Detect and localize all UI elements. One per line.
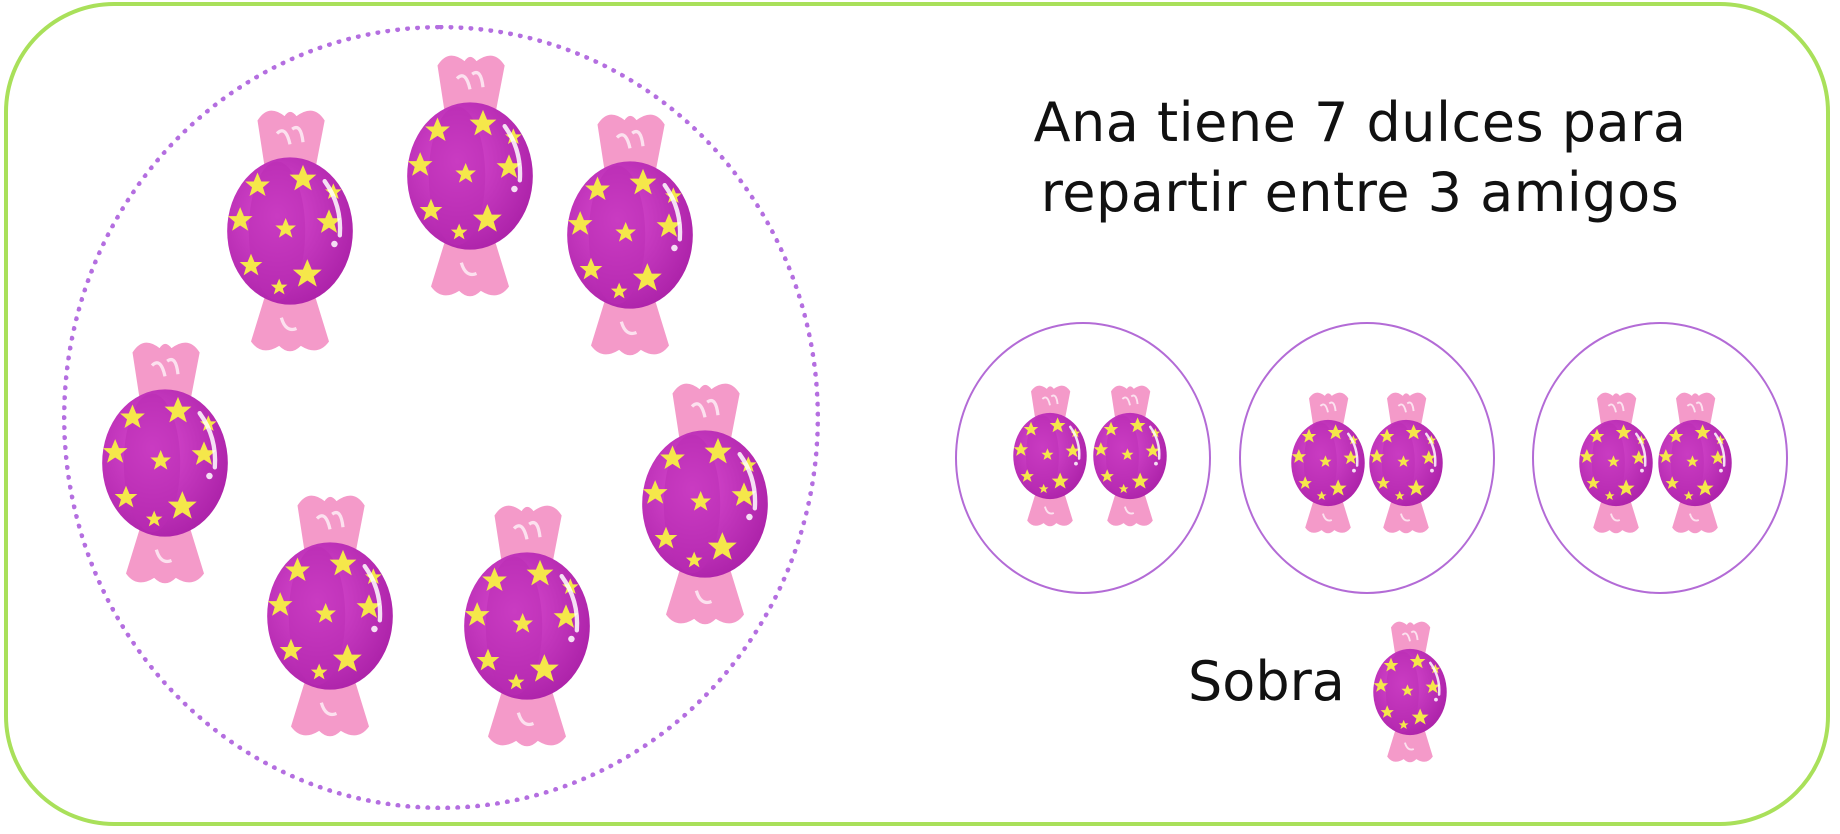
problem-line-2: repartir entre 3 amigos: [1040, 161, 1680, 224]
candy-icon: [100, 332, 230, 594]
problem-text: Ana tiene 7 dulces para repartir entre 3…: [960, 88, 1760, 228]
candy-icon: [1368, 385, 1444, 541]
candy-icon: [1657, 385, 1733, 541]
candy-icon: [1092, 378, 1168, 534]
candy-icon: [565, 104, 695, 366]
candy-icon: [462, 495, 592, 757]
friend-plate-1: [955, 322, 1211, 594]
friend-plate-2: [1239, 322, 1495, 594]
friend-plate-3: [1532, 322, 1788, 594]
candy-icon: [1290, 385, 1366, 541]
problem-line-1: Ana tiene 7 dulces para: [1033, 91, 1687, 154]
candy-icon: [405, 45, 535, 307]
candy-icon: [265, 485, 395, 747]
candy-icon: [1372, 614, 1448, 770]
candy-icon: [1578, 385, 1654, 541]
candy-icon: [1012, 378, 1088, 534]
candy-icon: [225, 100, 355, 362]
candy-icon: [640, 373, 770, 635]
remainder-label: Sobra: [1188, 650, 1345, 713]
candy-group-circle: [62, 25, 820, 810]
